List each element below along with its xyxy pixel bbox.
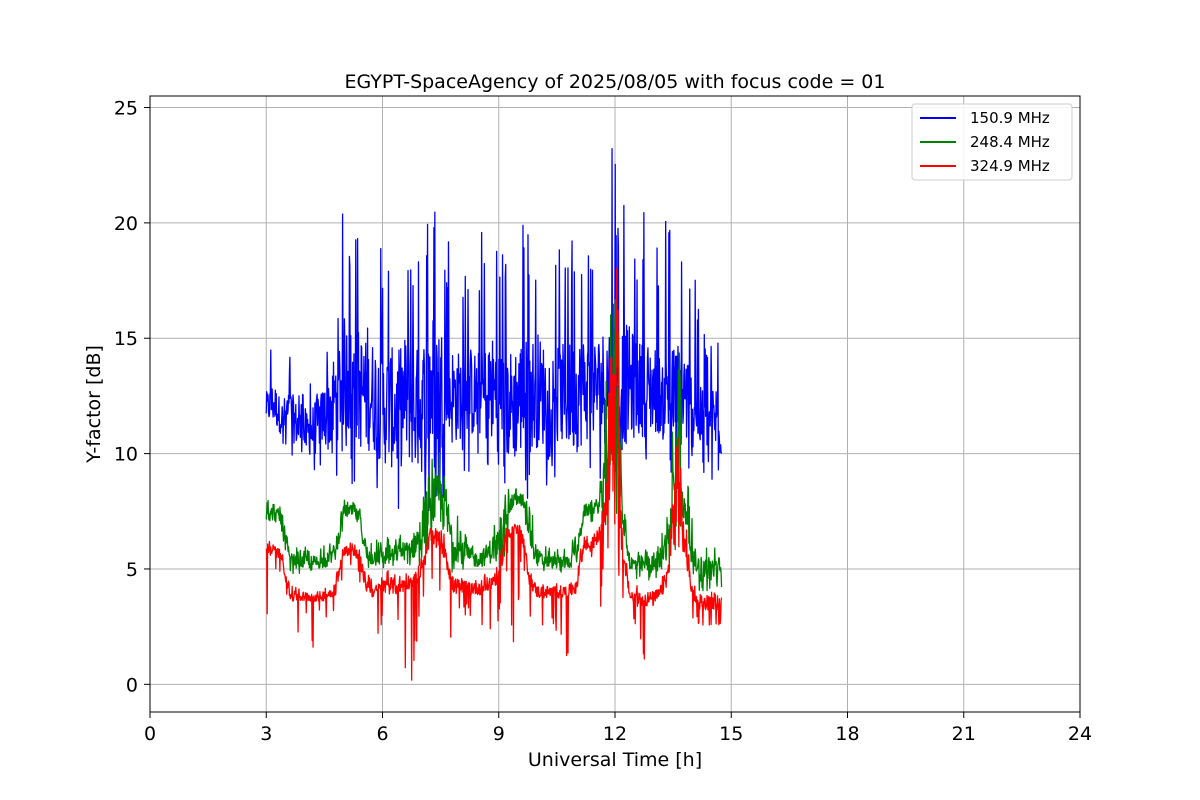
legend-entry: 150.9 MHz	[970, 109, 1050, 127]
y-tick-label: 20	[114, 213, 138, 235]
x-tick-label: 6	[376, 723, 388, 745]
series-layer	[265, 148, 723, 681]
legend-entry: 324.9 MHz	[970, 157, 1050, 175]
x-axis-label: Universal Time [h]	[528, 749, 702, 771]
x-tick-label: 3	[260, 723, 272, 745]
y-axis-label: Y-factor [dB]	[83, 345, 105, 464]
x-tick-label: 9	[493, 723, 505, 745]
legend-box	[911, 103, 1073, 181]
y-tick-label: 10	[114, 444, 138, 466]
legend: 150.9 MHz 248.4 MHz 324.9 MHz	[911, 103, 1073, 181]
series-line-2	[265, 299, 723, 592]
series-line-3	[265, 267, 723, 681]
chart-title: EGYPT-SpaceAgency of 2025/08/05 with foc…	[345, 71, 886, 93]
x-tick-label: 12	[603, 723, 627, 745]
y-tick-label: 5	[126, 559, 138, 581]
series-line-1	[265, 148, 723, 512]
y-tick-label: 25	[114, 98, 138, 120]
x-tick-label: 18	[835, 723, 859, 745]
y-tick-label: 0	[126, 674, 138, 696]
y-tick-label: 15	[114, 328, 138, 350]
x-tick-label: 21	[952, 723, 976, 745]
x-tick-label: 15	[719, 723, 743, 745]
x-tick-label: 0	[144, 723, 156, 745]
y-axis: 0 5 10 15 20 25	[114, 98, 150, 696]
x-axis: 0 3 6 9 12 15 18 21 24	[144, 712, 1092, 745]
legend-entry: 248.4 MHz	[970, 133, 1050, 151]
x-tick-label: 24	[1068, 723, 1092, 745]
